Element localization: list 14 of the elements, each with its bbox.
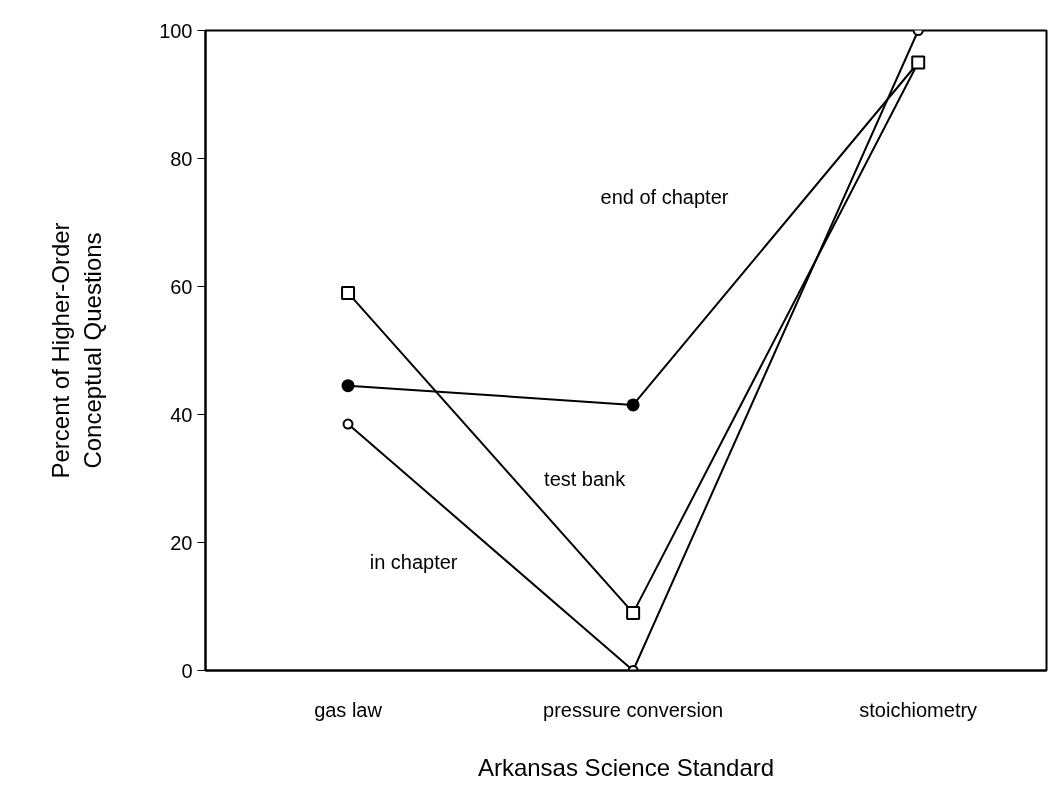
- x-tick-label: gas law: [314, 698, 383, 721]
- series-label: test bank: [544, 467, 627, 490]
- y-tick-label: 20: [170, 531, 193, 554]
- y-tick-label: 80: [170, 147, 193, 170]
- text: end of chapter: [600, 185, 729, 208]
- x-axis-title: Arkansas Science Standard: [477, 753, 775, 781]
- y-tick-label: 0: [181, 659, 193, 682]
- series-label: in chapter: [369, 550, 458, 573]
- y-tick-label: 100: [159, 19, 193, 42]
- y-axis-title: Percent of Higher-Order Conceptual Questions: [46, 222, 107, 479]
- x-tick-label: stoichiometry: [859, 698, 978, 721]
- y-tick-label: 60: [170, 275, 193, 298]
- x-tick-label: pressure conversion: [543, 698, 724, 721]
- y-tick-label: 40: [170, 403, 193, 426]
